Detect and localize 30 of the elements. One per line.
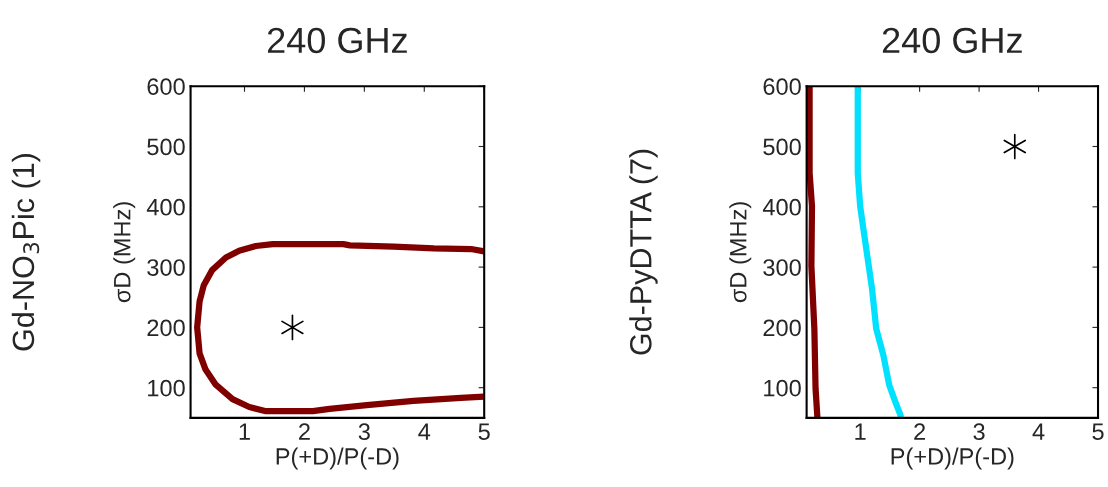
y-axis-title: σD (MHz) xyxy=(729,202,752,303)
x-axis-title: P(+D)/P(-D) xyxy=(891,447,1014,470)
chart-title: 240 GHz xyxy=(267,27,407,54)
text: Gd-NO$_{3}$Pic (1) xyxy=(11,154,41,351)
x-tick-label: 4 xyxy=(1032,423,1045,440)
chart-title: 240 GHz xyxy=(882,27,1022,54)
y-tick-label: 400 xyxy=(762,198,801,216)
y-tick-label: 200 xyxy=(763,319,801,337)
x-axis-title: P(+D)/P(-D) xyxy=(276,447,399,470)
y-tick-label: 600 xyxy=(763,78,801,95)
x-tick-label: 2 xyxy=(914,423,925,440)
y-tick-label: 300 xyxy=(147,259,185,276)
x-tick-label: 2 xyxy=(299,423,310,440)
x-tick-label: 3 xyxy=(358,423,370,441)
y-tick-label: 600 xyxy=(147,78,185,95)
y-tick-label: 300 xyxy=(763,259,801,276)
y-axis-title: σD (MHz) xyxy=(113,202,136,303)
x-tick-label: 1 xyxy=(855,423,866,440)
x-tick-label: 5 xyxy=(1092,423,1104,441)
y-tick-label: 200 xyxy=(147,319,185,337)
x-tick-label: 3 xyxy=(973,423,985,441)
y-tick-label: 500 xyxy=(147,138,185,156)
x-tick-label: 4 xyxy=(418,423,431,440)
y-tick-label: 400 xyxy=(146,198,185,216)
text: Gd-PyDTTA (7) xyxy=(629,149,658,355)
x-tick-label: 1 xyxy=(239,423,250,440)
y-tick-label: 100 xyxy=(148,379,185,397)
x-tick-label: 5 xyxy=(478,423,490,441)
y-tick-label: 500 xyxy=(763,138,801,156)
y-tick-label: 100 xyxy=(764,379,801,397)
